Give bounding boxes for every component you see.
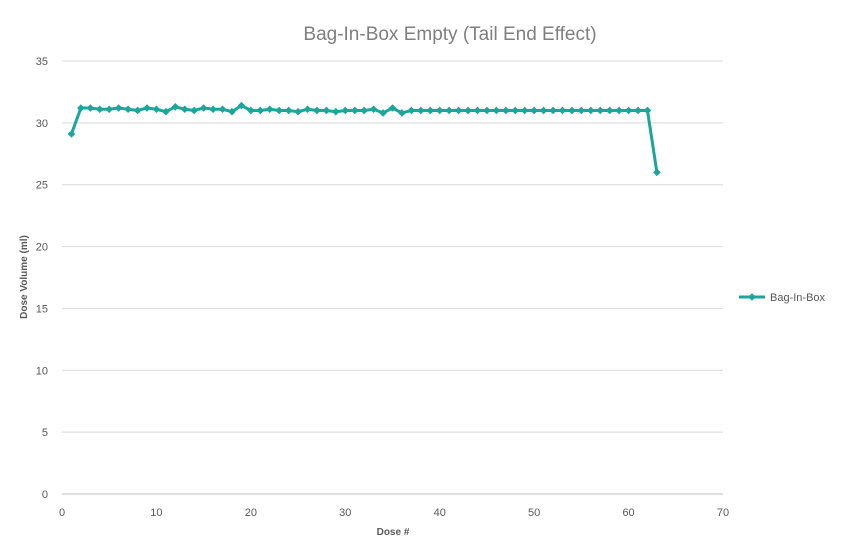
data-point: [275, 106, 283, 115]
data-point: [350, 106, 359, 115]
data-point: [445, 106, 453, 115]
y-tick-label: 15: [36, 303, 48, 315]
y-tick-label: 0: [42, 489, 48, 501]
data-point: [568, 106, 576, 115]
data-point: [492, 106, 501, 115]
data-point: [162, 107, 170, 116]
data-point: [77, 104, 85, 112]
data-point: [435, 106, 444, 115]
x-axis-ticks: 0 10 20 30 40 50 60 70: [59, 507, 729, 519]
x-tick-label: 20: [245, 507, 257, 519]
data-point: [454, 106, 463, 115]
data-point: [605, 106, 614, 115]
data-point: [86, 104, 95, 112]
data-point: [369, 105, 378, 114]
y-tick-label: 10: [36, 365, 48, 377]
data-point: [464, 106, 472, 115]
y-axis-label: Dose Volume (ml): [19, 235, 30, 319]
y-tick-label: 30: [36, 118, 48, 130]
legend: Bag-In-Box: [739, 292, 826, 304]
x-tick-label: 70: [717, 507, 729, 519]
y-tick-label: 35: [36, 56, 48, 68]
data-point: [95, 105, 104, 114]
data-point: [105, 105, 114, 114]
data-point: [615, 106, 623, 115]
y-tick-label: 20: [36, 242, 48, 254]
data-point: [511, 106, 520, 115]
data-point: [247, 106, 255, 115]
data-point: [643, 106, 652, 115]
data-point: [634, 106, 642, 115]
x-axis-label: Dose #: [377, 527, 410, 538]
data-point: [322, 106, 331, 115]
y-tick-label: 5: [42, 427, 48, 439]
data-point: [143, 104, 151, 112]
data-point: [313, 106, 321, 115]
data-point: [124, 105, 132, 114]
chart-title: Bag-In-Box Empty (Tail End Effect): [303, 24, 596, 45]
y-tick-label: 25: [36, 180, 48, 192]
data-point: [653, 168, 661, 177]
data-point: [530, 106, 538, 115]
x-tick-label: 60: [622, 507, 634, 519]
data-point: [332, 107, 340, 116]
data-point: [284, 106, 293, 115]
data-point: [209, 105, 217, 114]
data-point: [303, 105, 312, 114]
gridlines: [62, 60, 723, 495]
data-point: [426, 106, 435, 115]
data-point: [520, 106, 529, 115]
data-point: [114, 104, 123, 112]
data-point: [483, 106, 491, 115]
x-tick-label: 10: [150, 507, 162, 519]
data-point: [549, 106, 557, 115]
data-point: [388, 104, 397, 112]
data-point: [265, 105, 274, 114]
data-point: [558, 106, 567, 115]
data-point: [341, 106, 350, 115]
data-point: [577, 106, 586, 115]
x-tick-label: 40: [434, 507, 446, 519]
data-point: [237, 101, 246, 110]
data-point: [133, 106, 142, 115]
data-point: [294, 107, 302, 116]
data-point: [398, 109, 406, 117]
data-point: [596, 106, 605, 115]
data-point: [152, 105, 161, 114]
data-point: [218, 105, 227, 114]
data-point: [539, 106, 548, 115]
series-line: [70, 104, 659, 173]
legend-label: Bag-In-Box: [770, 292, 826, 304]
legend-marker: [748, 293, 756, 301]
data-point: [473, 106, 482, 115]
data-point: [502, 106, 510, 115]
data-point: [417, 106, 425, 115]
x-tick-label: 50: [528, 507, 540, 519]
data-point: [199, 104, 208, 112]
series-bag-in-box: [67, 101, 661, 177]
data-point: [256, 106, 265, 115]
data-point: [407, 106, 416, 115]
data-point: [228, 107, 236, 116]
data-point: [67, 130, 76, 138]
data-point: [190, 106, 198, 115]
data-point: [379, 109, 387, 117]
data-point: [180, 105, 189, 114]
x-tick-label: 30: [339, 507, 351, 519]
x-tick-label: 0: [59, 507, 65, 519]
data-point: [624, 106, 633, 115]
data-point: [171, 102, 180, 111]
y-axis-ticks: 0 5 10 15 20 25 30 35: [36, 56, 48, 501]
data-point: [360, 106, 368, 115]
data-point: [587, 106, 595, 115]
